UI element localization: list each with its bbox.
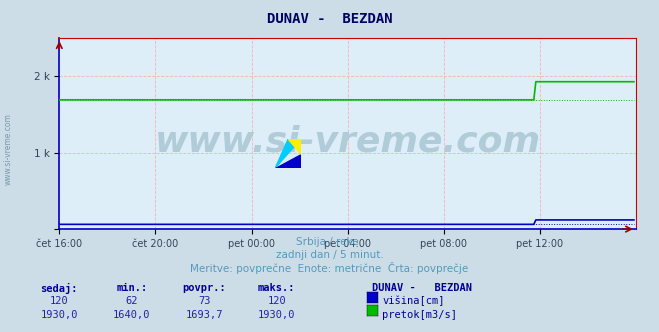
Text: višina[cm]: višina[cm] bbox=[382, 296, 445, 306]
Polygon shape bbox=[275, 153, 301, 168]
Text: maks.:: maks.: bbox=[258, 283, 295, 293]
Text: 73: 73 bbox=[198, 296, 210, 306]
Text: 120: 120 bbox=[268, 296, 286, 306]
Polygon shape bbox=[288, 139, 301, 153]
Text: 1930,0: 1930,0 bbox=[41, 310, 78, 320]
Text: zadnji dan / 5 minut.: zadnji dan / 5 minut. bbox=[275, 250, 384, 260]
Text: 1930,0: 1930,0 bbox=[258, 310, 295, 320]
Text: DUNAV -  BEZDAN: DUNAV - BEZDAN bbox=[267, 12, 392, 26]
Text: www.si-vreme.com: www.si-vreme.com bbox=[155, 124, 540, 158]
Text: pretok[m3/s]: pretok[m3/s] bbox=[382, 310, 457, 320]
Text: 120: 120 bbox=[50, 296, 69, 306]
Polygon shape bbox=[275, 139, 301, 168]
Text: www.si-vreme.com: www.si-vreme.com bbox=[3, 114, 13, 185]
Text: min.:: min.: bbox=[116, 283, 148, 293]
Text: 1693,7: 1693,7 bbox=[186, 310, 223, 320]
Text: 62: 62 bbox=[126, 296, 138, 306]
Text: Meritve: povprečne  Enote: metrične  Črta: povprečje: Meritve: povprečne Enote: metrične Črta:… bbox=[190, 262, 469, 274]
Text: povpr.:: povpr.: bbox=[183, 283, 226, 293]
Text: Srbija / reke.: Srbija / reke. bbox=[297, 237, 362, 247]
Text: sedaj:: sedaj: bbox=[41, 283, 78, 294]
Text: DUNAV -   BEZDAN: DUNAV - BEZDAN bbox=[372, 283, 473, 293]
Text: 1640,0: 1640,0 bbox=[113, 310, 150, 320]
